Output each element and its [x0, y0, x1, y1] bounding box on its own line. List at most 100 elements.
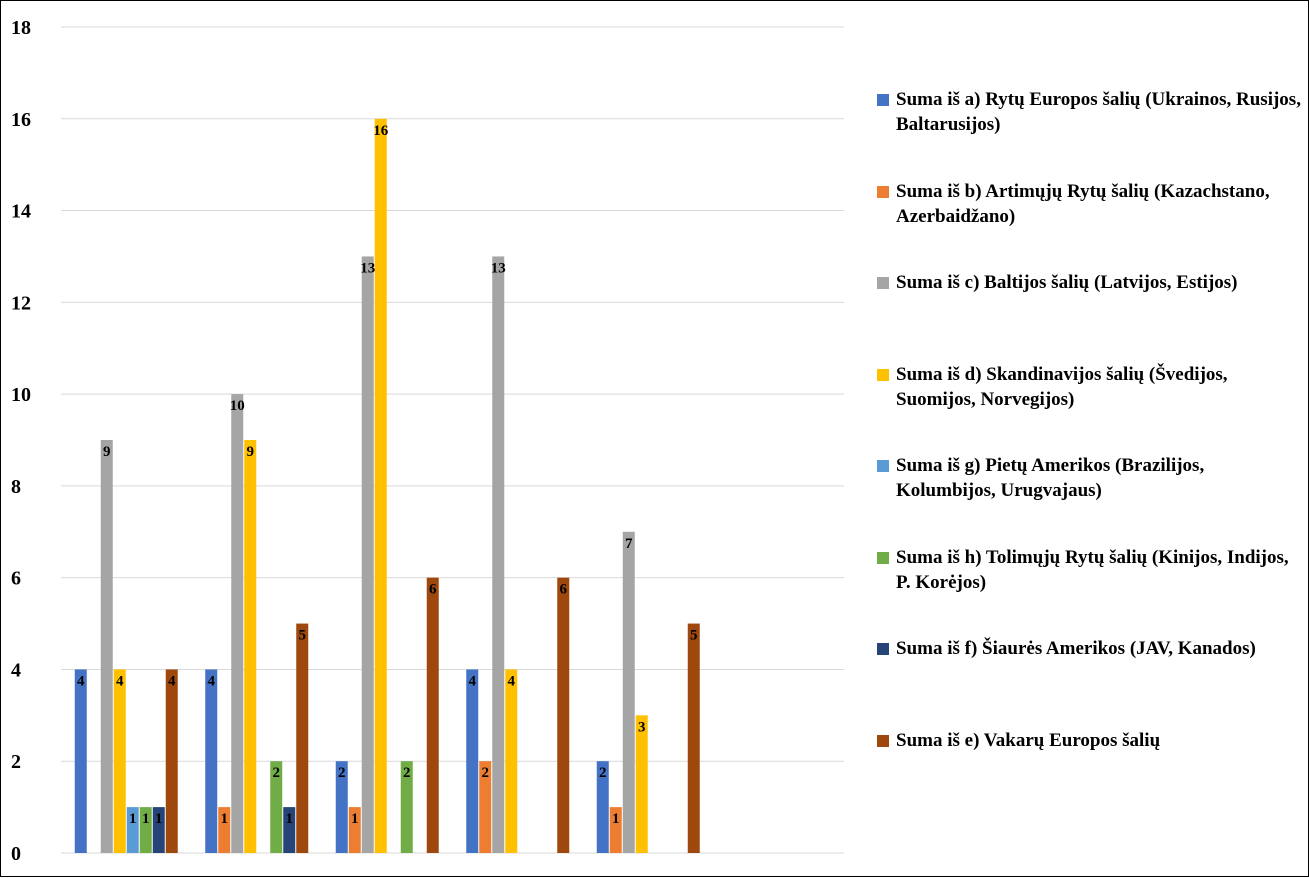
bar-data-label: 2 [482, 765, 490, 781]
bar [609, 807, 622, 853]
legend-swatch [877, 734, 889, 747]
bar [100, 440, 113, 853]
bar [596, 761, 609, 853]
bar [505, 669, 518, 853]
bar [139, 807, 152, 853]
legend-label: Suma iš c) Baltijos šalių (Latvijos, Est… [896, 272, 1238, 293]
bar-data-label: 10 [230, 398, 245, 414]
bar-data-label: 1 [351, 811, 359, 827]
bar [283, 807, 296, 853]
bar-data-label: 4 [168, 673, 176, 689]
y-tick-label: 6 [11, 568, 21, 590]
bar [218, 807, 231, 853]
bar [492, 256, 505, 853]
legend-item: Suma iš a) Rytų Europos šalių (Ukrainos,… [877, 87, 1302, 137]
legend-item: Suma iš c) Baltijos šalių (Latvijos, Est… [877, 270, 1302, 295]
bar [426, 577, 439, 853]
y-tick-label: 14 [11, 201, 31, 223]
bar-data-label: 2 [403, 765, 411, 781]
bar [231, 394, 244, 853]
bar-data-label: 2 [338, 765, 346, 781]
legend-item: Suma iš d) Skandinavijos šalių (Švedijos… [877, 362, 1302, 412]
bar-data-label: 4 [77, 673, 85, 689]
bar [557, 577, 570, 853]
bar [74, 669, 87, 853]
y-axis-ticks: 0 2 4 6 8 10 12 14 16 18 [11, 17, 31, 865]
legend-label: Suma iš d) Skandinavijos šalių (Švedijos… [896, 363, 1228, 410]
legend-item: Suma iš f) Šiaurės Amerikos (JAV, Kanado… [877, 636, 1302, 661]
y-tick-label: 4 [11, 659, 21, 681]
bar [687, 623, 700, 853]
bar [113, 669, 126, 853]
bar [635, 715, 648, 853]
bars [74, 118, 700, 854]
bar-data-label: 16 [373, 123, 389, 139]
bar-data-label: 4 [116, 673, 124, 689]
bar [126, 807, 139, 853]
bar-data-label: 9 [247, 444, 255, 460]
bar-data-label: 13 [360, 260, 375, 276]
bar [270, 761, 283, 853]
legend-item: Suma iš e) Vakarų Europos šalių [877, 728, 1302, 753]
legend-label: Suma iš g) Pietų Amerikos (Brazilijos, K… [896, 455, 1205, 501]
legend-item: Suma iš h) Tolimųjų Rytų šalių (Kinijos,… [877, 545, 1302, 595]
legend-swatch [877, 277, 889, 289]
legend-swatch [877, 94, 889, 106]
bar-data-label: 1 [221, 811, 229, 827]
bar [244, 440, 257, 853]
bar-data-label: 13 [491, 260, 506, 276]
legend-label: Suma iš f) Šiaurės Amerikos (JAV, Kanado… [896, 638, 1256, 659]
bar-data-label: 4 [208, 673, 216, 689]
bar [466, 669, 479, 853]
bar [479, 761, 492, 853]
legend-item: Suma iš b) Artimųjų Rytų šalių (Kazachst… [877, 179, 1302, 229]
legend-swatch [877, 643, 889, 655]
bar-data-label: 1 [612, 811, 620, 827]
bar-data-label: 6 [429, 582, 437, 598]
y-tick-label: 0 [11, 843, 21, 865]
bar-data-label: 1 [286, 811, 294, 827]
bar-data-label: 3 [638, 719, 646, 735]
bar-data-label: 7 [625, 536, 633, 552]
bar [374, 118, 387, 854]
y-tick-label: 10 [11, 384, 31, 406]
y-tick-label: 2 [11, 751, 21, 773]
bar-data-label: 2 [273, 765, 281, 781]
legend-swatch [877, 460, 889, 472]
bar [296, 623, 309, 853]
bar [348, 807, 361, 853]
gridlines [61, 26, 844, 854]
bar [400, 761, 413, 853]
legend-label: Suma iš h) Tolimųjų Rytų šalių (Kinijos,… [896, 546, 1289, 593]
legend-label: Suma iš a) Rytų Europos šalių (Ukrainos,… [896, 89, 1301, 135]
bar [335, 761, 348, 853]
y-tick-label: 18 [11, 17, 31, 39]
bar-data-label: 1 [129, 811, 137, 827]
bar-data-label: 9 [103, 444, 111, 460]
bar [152, 807, 165, 853]
bar [205, 669, 218, 853]
bar-data-label: 6 [560, 582, 568, 598]
bar [622, 531, 635, 853]
bar-data-label: 5 [299, 628, 307, 644]
legend-swatch [877, 368, 889, 381]
legend-label: Suma iš b) Artimųjų Rytų šalių (Kazachst… [896, 180, 1270, 227]
y-tick-label: 12 [11, 292, 31, 314]
bar-data-label: 5 [690, 628, 698, 644]
legend-swatch [877, 551, 889, 564]
bar-data-label: 1 [155, 811, 163, 827]
legend-item: Suma iš g) Pietų Amerikos (Brazilijos, K… [877, 453, 1302, 503]
bar-data-label: 1 [142, 811, 150, 827]
bar-data-label: 4 [469, 673, 477, 689]
bar [361, 256, 374, 853]
y-tick-label: 16 [11, 109, 31, 131]
legend-label: Suma iš e) Vakarų Europos šalių [896, 729, 1161, 751]
legend-swatch [877, 185, 889, 198]
bar [165, 669, 178, 853]
bar-data-label: 2 [599, 765, 607, 781]
bar-data-label: 4 [508, 673, 516, 689]
y-tick-label: 8 [11, 476, 21, 498]
